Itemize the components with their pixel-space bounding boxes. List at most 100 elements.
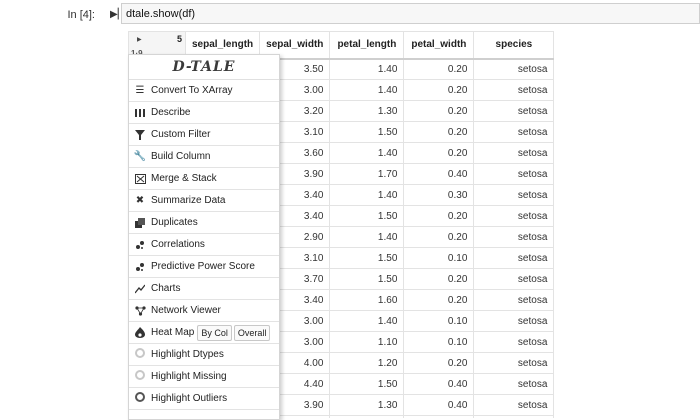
menu-item-custom-filter[interactable]: Custom Filter xyxy=(129,124,279,146)
table-cell[interactable]: setosa xyxy=(473,289,555,311)
code-cell[interactable]: dtale.show(df) xyxy=(121,3,700,24)
menu-item-label: Heat Map xyxy=(151,327,195,338)
filter-icon xyxy=(129,129,151,140)
table-cell[interactable]: 0.30 xyxy=(403,184,475,206)
scatter-icon xyxy=(129,240,151,250)
table-cell[interactable]: 1.50 xyxy=(329,121,405,143)
copy-icon xyxy=(129,217,151,228)
menu-item-label: Network Viewer xyxy=(151,305,221,316)
table-cell[interactable]: 1.40 xyxy=(329,79,405,101)
menu-item-label: Highlight Outliers xyxy=(151,393,228,404)
table-cell[interactable]: 1.50 xyxy=(329,205,405,227)
table-cell[interactable]: setosa xyxy=(473,184,555,206)
table-cell[interactable]: 1.40 xyxy=(329,184,405,206)
menu-item-label: Predictive Power Score xyxy=(151,261,255,272)
table-cell[interactable]: 0.20 xyxy=(403,205,475,227)
spinner-icon xyxy=(129,348,151,361)
table-cell[interactable]: 1.40 xyxy=(329,58,405,80)
menu-item-convert-to-xarray[interactable]: ☰ Convert To XArray xyxy=(129,80,279,102)
menu-item-predictive-power-score[interactable]: Predictive Power Score xyxy=(129,256,279,278)
table-cell[interactable]: 0.20 xyxy=(403,352,475,374)
table-cell[interactable]: 1.50 xyxy=(329,247,405,269)
menu-item-build-column[interactable]: 🔧 Build Column xyxy=(129,146,279,168)
menu-item-label: Convert To XArray xyxy=(151,85,233,96)
table-cell[interactable]: setosa xyxy=(473,394,555,416)
table-cell[interactable]: 1.40 xyxy=(329,226,405,248)
line-chart-icon xyxy=(129,284,151,294)
menu-item-label: Custom Filter xyxy=(151,129,211,140)
wrench-icon: 🔧 xyxy=(133,151,147,162)
menu-item-describe[interactable]: Describe xyxy=(129,102,279,124)
table-cell[interactable]: 1.60 xyxy=(329,289,405,311)
table-cell[interactable]: 1.50 xyxy=(329,373,405,395)
dtale-main-menu: D-TALE ☰ Convert To XArray Describe Cust… xyxy=(128,54,280,420)
table-cell[interactable]: 0.10 xyxy=(403,331,475,353)
dtale-logo: D-TALE xyxy=(129,55,279,80)
table-cell[interactable]: setosa xyxy=(473,226,555,248)
bar-chart-icon xyxy=(129,108,151,117)
table-cell[interactable]: setosa xyxy=(473,352,555,374)
menu-item-charts[interactable]: Charts xyxy=(129,278,279,300)
row-index-header: 1·9 xyxy=(131,48,143,58)
spinner-icon xyxy=(129,392,151,405)
menu-toggle-icon[interactable]: ▶ xyxy=(137,37,142,43)
menu-item-merge-stack[interactable]: Merge & Stack xyxy=(129,168,279,190)
table-cell[interactable]: 1.30 xyxy=(329,394,405,416)
table-cell[interactable]: 0.20 xyxy=(403,142,475,164)
heatmap-overall-button[interactable]: Overall xyxy=(233,324,271,341)
table-cell[interactable]: 0.40 xyxy=(403,163,475,185)
table-cell[interactable]: 1.20 xyxy=(329,352,405,374)
table-cell[interactable]: 0.40 xyxy=(403,394,475,416)
column-header-petal-length[interactable]: petal_length xyxy=(329,31,405,60)
table-cell[interactable]: 0.20 xyxy=(403,58,475,80)
column-header-petal-width[interactable]: petal_width xyxy=(403,31,475,60)
table-cell[interactable]: 1.40 xyxy=(329,142,405,164)
table-cell[interactable]: setosa xyxy=(473,310,555,332)
table-cell[interactable]: 1.70 xyxy=(329,163,405,185)
table-cell[interactable]: 0.20 xyxy=(403,100,475,122)
run-cell-icon[interactable]: ▶▏ xyxy=(110,9,126,20)
table-cell[interactable]: 0.10 xyxy=(403,310,475,332)
table-cell[interactable]: 0.20 xyxy=(403,121,475,143)
heatmap-by-col-button[interactable]: By Col xyxy=(197,324,232,341)
table-cell[interactable]: setosa xyxy=(473,142,555,164)
menu-item-highlight-dtypes[interactable]: Highlight Dtypes xyxy=(129,344,279,366)
menu-item-duplicates[interactable]: Duplicates xyxy=(129,212,279,234)
table-cell[interactable]: 0.20 xyxy=(403,79,475,101)
menu-item-heat-map[interactable]: Heat Map By Col Overall xyxy=(129,322,279,344)
table-cell[interactable]: setosa xyxy=(473,268,555,290)
table-cell[interactable]: setosa xyxy=(473,415,555,418)
menu-item-label: Highlight Dtypes xyxy=(151,349,224,360)
scatter-icon xyxy=(129,262,151,272)
table-cell[interactable]: setosa xyxy=(473,58,555,80)
table-cell[interactable]: setosa xyxy=(473,247,555,269)
table-cell[interactable]: 0.20 xyxy=(403,289,475,311)
table-cell[interactable]: 0.20 xyxy=(403,268,475,290)
table-cell[interactable]: 1.50 xyxy=(329,268,405,290)
menu-item-network-viewer[interactable]: Network Viewer xyxy=(129,300,279,322)
menu-item-label: Describe xyxy=(151,107,191,118)
table-cell[interactable]: setosa xyxy=(473,79,555,101)
menu-item-label: Duplicates xyxy=(151,217,198,228)
column-header-species[interactable]: species xyxy=(473,31,555,60)
table-cell[interactable]: 1.40 xyxy=(329,310,405,332)
table-cell[interactable]: setosa xyxy=(473,163,555,185)
menu-item-summarize-data[interactable]: ✖ Summarize Data xyxy=(129,190,279,212)
table-cell[interactable]: 0.20 xyxy=(403,226,475,248)
menu-item-label: Highlight Missing xyxy=(151,371,227,382)
table-cell[interactable]: setosa xyxy=(473,121,555,143)
table-cell[interactable]: setosa xyxy=(473,205,555,227)
table-cell[interactable]: setosa xyxy=(473,331,555,353)
table-cell[interactable]: 1.10 xyxy=(329,331,405,353)
menu-item-highlight-missing[interactable]: Highlight Missing xyxy=(129,366,279,388)
table-cell[interactable]: 0.40 xyxy=(403,373,475,395)
spinner-icon xyxy=(129,370,151,383)
menu-item-label: Merge & Stack xyxy=(151,173,217,184)
table-cell[interactable]: setosa xyxy=(473,373,555,395)
menu-item-correlations[interactable]: Correlations xyxy=(129,234,279,256)
table-cell[interactable]: 0.10 xyxy=(403,247,475,269)
code-text: dtale.show(df) xyxy=(126,8,196,20)
table-cell[interactable]: 1.30 xyxy=(329,100,405,122)
menu-item-highlight-outliers[interactable]: Highlight Outliers xyxy=(129,388,279,410)
table-cell[interactable]: setosa xyxy=(473,100,555,122)
